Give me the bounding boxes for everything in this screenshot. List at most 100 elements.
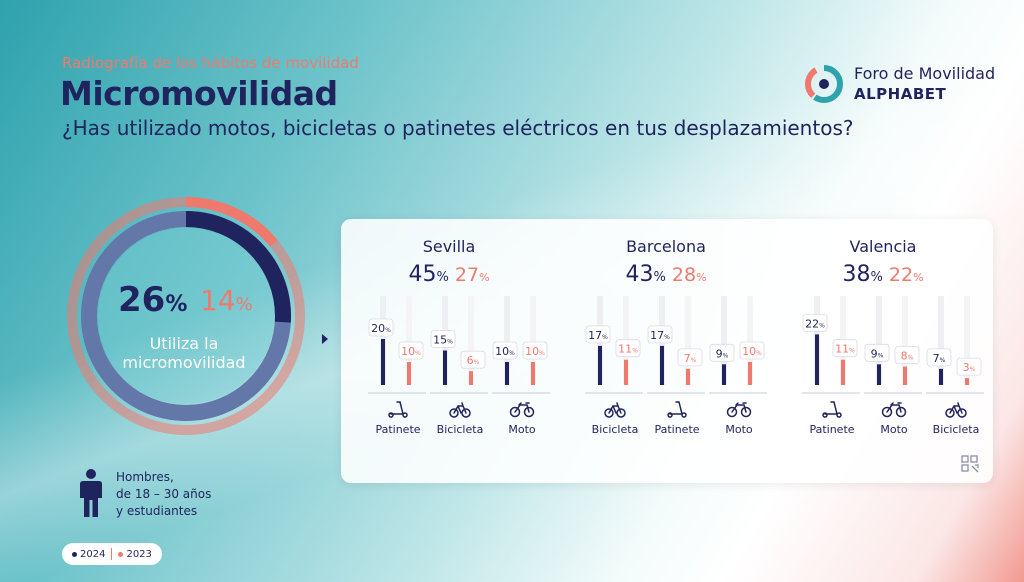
bar-2024-patinete — [381, 339, 385, 385]
value-2023-moto-box — [522, 341, 548, 360]
donut-arc-2023 — [67, 197, 305, 435]
value-2024-patinete: 17% — [650, 329, 670, 342]
value-2024-moto: 9% — [871, 347, 884, 360]
logo-name: Foro de Movilidad — [854, 64, 996, 83]
value-2024-bicicleta: 17% — [588, 329, 608, 342]
value-2023-patinete: 7% — [684, 352, 697, 365]
value-2023-bicicleta: 6% — [467, 354, 480, 367]
category-label-moto: Moto — [880, 423, 908, 436]
value-2023-moto: 10% — [742, 345, 762, 358]
city-title-barcelona: Barcelona — [626, 237, 706, 256]
bar-2023-patinete — [841, 359, 845, 385]
category-label-moto: Moto — [725, 423, 753, 436]
bar-2023-bicicleta — [965, 378, 969, 385]
legend-separator — [111, 548, 113, 560]
bar-2024-moto — [505, 362, 509, 385]
bicycle-icon — [604, 402, 626, 418]
bar-2024-patinete — [660, 345, 664, 385]
value-2024-moto: 9% — [716, 347, 729, 360]
bar-track — [876, 296, 882, 385]
value-2023-patinete: 10% — [401, 345, 421, 358]
bar-2023-moto — [748, 362, 752, 385]
value-2023-patinete-box — [832, 339, 858, 358]
donut-center — [98, 228, 274, 404]
value-2024-moto: 10% — [495, 345, 515, 358]
value-2023-moto: 10% — [525, 345, 545, 358]
value-2024-patinete-box — [647, 325, 673, 344]
category-label-moto: Moto — [508, 423, 536, 436]
city-title-sevilla: Sevilla — [423, 237, 476, 256]
value-2023-patinete-box — [677, 348, 703, 367]
scooter-icon — [667, 401, 687, 418]
bar-2024-patinete — [815, 334, 819, 385]
value-2024-bicicleta: 7% — [933, 352, 946, 365]
donut-value-2023: 14% — [200, 284, 253, 317]
section-kicker: Radiografía de los hábitos de movilidad — [62, 54, 359, 72]
motorbike-icon — [509, 402, 535, 418]
demographic-text: Hombres, de 18 – 30 años y estudiantes — [116, 470, 212, 518]
value-2023-bicicleta-box — [615, 339, 641, 358]
category-label-patinete: Patinete — [654, 423, 699, 436]
value-2023-bicicleta: 11% — [618, 343, 638, 356]
value-2023-bicicleta-box — [460, 350, 486, 369]
donut-arc-2024 — [81, 211, 291, 421]
bar-track — [747, 296, 753, 385]
bar-2023-bicicleta — [624, 359, 628, 385]
bar-track — [504, 296, 510, 385]
bar-track — [406, 296, 412, 385]
value-2024-bicicleta-box — [585, 325, 611, 344]
value-2023-bicicleta: 3% — [963, 361, 976, 374]
bar-2023-patinete — [686, 368, 690, 385]
legend-dot-2024 — [72, 551, 77, 557]
bar-2024-bicicleta — [443, 350, 447, 385]
bar-2023-moto — [903, 366, 907, 385]
value-2024-moto-box — [492, 341, 518, 360]
motorbike-icon — [881, 402, 907, 418]
city-charts-panel: Sevilla 45% 27% 20% 10% Patinete 15% 6% Bicicle… — [341, 219, 993, 483]
bar-track — [938, 296, 944, 385]
page-title: Micromovilidad — [60, 74, 338, 113]
value-2023-bicicleta-box — [956, 357, 982, 376]
city-bar-charts: Sevilla 45% 27% 20% 10% Patinete 15% 6% Bicicle… — [368, 237, 984, 436]
category-label-bicicleta: Bicicleta — [933, 423, 980, 436]
value-2024-patinete: 22% — [805, 317, 825, 330]
bar-track — [685, 296, 691, 385]
value-2023-patinete: 11% — [835, 343, 855, 356]
bar-2024-bicicleta — [939, 368, 943, 385]
micromobility-donut-chart — [67, 197, 305, 435]
value-2024-bicicleta-box — [430, 330, 456, 348]
value-2023-moto-box — [894, 346, 920, 364]
bar-track — [902, 296, 908, 385]
bar-track — [721, 296, 727, 385]
value-2024-patinete: 20% — [371, 322, 391, 335]
legend-item-2024: 2024 — [72, 549, 105, 560]
arrow-right-icon — [322, 334, 328, 344]
city-title-valencia: Valencia — [850, 237, 917, 256]
value-2024-moto-box — [864, 343, 890, 362]
value-2024-patinete-box — [802, 314, 828, 332]
value-2023-patinete-box — [398, 341, 424, 360]
bar-2023-moto — [531, 362, 535, 385]
bar-2024-bicicleta — [598, 345, 602, 385]
bar-track — [468, 296, 474, 385]
scooter-icon — [822, 401, 842, 418]
person-icon — [80, 469, 102, 517]
bar-track — [964, 296, 970, 385]
value-2024-bicicleta: 15% — [433, 334, 453, 347]
legend-item-2023: 2023 — [118, 549, 152, 560]
bar-track — [530, 296, 536, 385]
bicycle-icon — [449, 402, 471, 418]
value-2023-moto: 8% — [901, 350, 914, 363]
category-label-patinete: Patinete — [809, 423, 854, 436]
logo-brand: ALPHABET — [854, 85, 947, 103]
donut-caption: Utiliza la micromovilidad — [122, 334, 246, 372]
foro-logo-icon — [805, 65, 843, 103]
bar-2024-moto — [877, 364, 881, 385]
city-totals: 38% 22% — [842, 262, 923, 287]
value-2024-patinete-box — [368, 318, 394, 337]
value-2024-moto-box — [709, 343, 735, 362]
survey-question: ¿Has utilizado motos, bicicletas o patin… — [62, 116, 854, 140]
value-2024-bicicleta-box — [926, 348, 952, 367]
category-label-patinete: Patinete — [375, 423, 420, 436]
bar-2023-bicicleta — [469, 371, 473, 385]
